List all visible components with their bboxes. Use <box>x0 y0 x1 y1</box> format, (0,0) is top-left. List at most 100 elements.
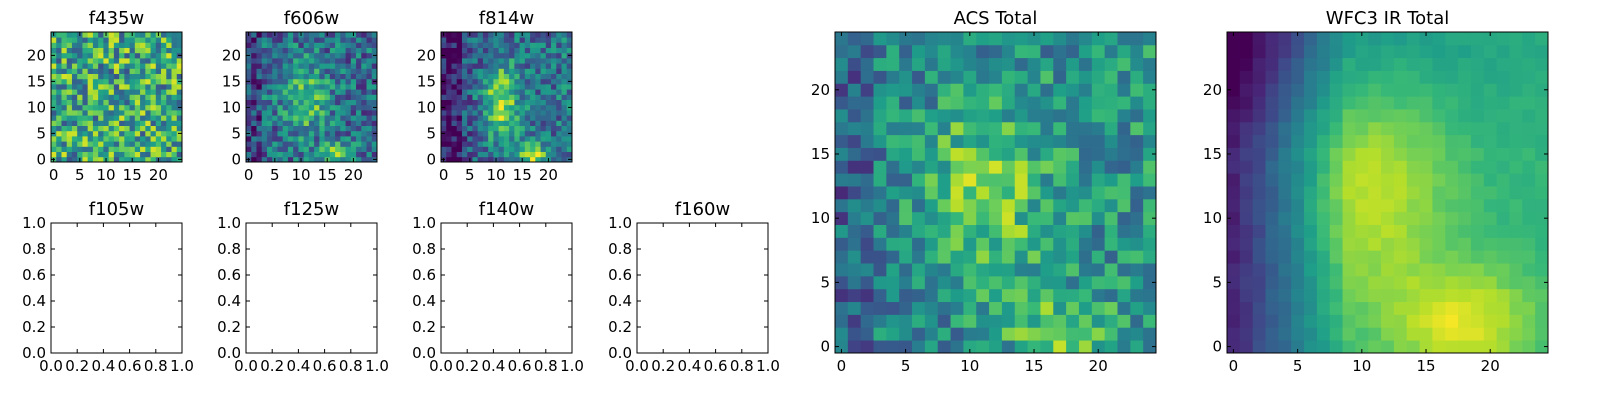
heatmap-cell <box>350 89 357 95</box>
heatmap-cell <box>98 141 104 147</box>
heatmap-cell <box>134 58 141 64</box>
heatmap-cell <box>1419 121 1433 136</box>
heatmap-cell <box>461 89 468 95</box>
heatmap-cell <box>451 120 458 126</box>
heatmap-cell <box>924 275 939 290</box>
heatmap-cell <box>82 99 89 106</box>
heatmap-cell <box>92 42 99 48</box>
heatmap-cell <box>519 110 526 116</box>
heatmap-cell <box>1522 96 1536 110</box>
heatmap-cell <box>530 104 536 111</box>
heatmap-cell <box>1483 44 1498 59</box>
heatmap-cell <box>124 47 130 54</box>
heatmap-cell <box>461 58 468 64</box>
heatmap-cell <box>847 327 862 341</box>
heatmap-cell <box>498 63 505 69</box>
heatmap-cell <box>1304 340 1318 354</box>
heatmap-cell <box>1040 134 1054 148</box>
heatmap-cell <box>461 68 468 74</box>
heatmap-cell <box>950 147 964 161</box>
x-tick-label: 0.0 <box>429 357 453 375</box>
heatmap-cell <box>1368 109 1382 123</box>
heatmap-cell <box>171 37 178 43</box>
heatmap-cell <box>145 89 151 95</box>
heatmap-cell <box>103 47 110 54</box>
heatmap-cell <box>1381 44 1395 59</box>
heatmap-cell <box>860 83 874 97</box>
heatmap-cell <box>556 63 562 69</box>
heatmap-cell <box>345 156 352 163</box>
heatmap-cell <box>82 151 89 158</box>
heatmap-cell <box>266 37 273 43</box>
heatmap-cell <box>1483 173 1498 187</box>
heatmap-cell <box>287 89 294 95</box>
y-tick-label: 0.6 <box>412 266 436 284</box>
heatmap-cell <box>493 68 500 74</box>
heatmap-cell <box>350 146 357 152</box>
heatmap-cell <box>1419 186 1433 200</box>
heatmap-cell <box>314 52 320 59</box>
heatmap-cell <box>530 42 536 48</box>
heatmap-cell <box>1393 173 1408 187</box>
heatmap-cell <box>847 173 862 187</box>
heatmap-cell <box>356 68 362 74</box>
heatmap-cell <box>92 89 99 95</box>
heatmap-cell <box>1143 340 1157 354</box>
heatmap-cell <box>1239 275 1254 290</box>
heatmap-cell <box>976 250 990 264</box>
heatmap-cell <box>1066 96 1080 110</box>
heatmap-cell <box>335 94 341 100</box>
heatmap-cell <box>1265 224 1279 238</box>
heatmap-cell <box>912 237 926 251</box>
heatmap-cell <box>319 156 325 163</box>
heatmap-cell <box>446 94 452 100</box>
heatmap-cell <box>71 99 78 106</box>
y-tick-label: 10 <box>417 98 436 116</box>
heatmap-cell <box>1355 147 1369 161</box>
heatmap-cell <box>535 125 541 132</box>
heatmap-cell <box>989 198 1003 213</box>
heatmap-cell <box>509 52 515 59</box>
heatmap-cell <box>266 73 273 80</box>
heatmap-cell <box>293 89 299 95</box>
heatmap-cell <box>1316 288 1331 303</box>
heatmap-cell <box>277 156 284 163</box>
heatmap-cell <box>108 52 115 59</box>
heatmap-cell <box>287 37 294 43</box>
heatmap-cell <box>976 121 990 136</box>
heatmap-cell <box>335 89 341 95</box>
heatmap-cell <box>66 110 73 116</box>
heatmap-cell <box>66 130 73 137</box>
heatmap-cell <box>87 89 94 95</box>
heatmap-cell <box>1130 32 1144 46</box>
y-tick-label: 0.8 <box>22 240 46 258</box>
heatmap-cell <box>477 146 484 152</box>
heatmap-cell <box>1509 275 1523 290</box>
heatmap-cell <box>277 130 284 137</box>
heatmap-cell <box>140 156 146 163</box>
heatmap-cell <box>1091 340 1106 354</box>
heatmap-cell <box>134 156 141 163</box>
heatmap-cell <box>963 44 977 59</box>
heatmap-cell <box>503 94 510 100</box>
heatmap-cell <box>350 47 357 54</box>
heatmap-cell <box>1522 109 1536 123</box>
heatmap-cell <box>451 94 458 100</box>
heatmap-cell <box>1393 198 1408 213</box>
heatmap-cell <box>456 94 463 100</box>
heatmap-cell <box>1419 109 1433 123</box>
x-tick-label: 1.0 <box>365 357 389 375</box>
heatmap-cell <box>266 94 273 100</box>
heatmap-cell <box>1342 121 1356 136</box>
heatmap-cell <box>1470 44 1485 59</box>
heatmap-cell <box>329 52 336 59</box>
heatmap-cell <box>77 110 83 116</box>
heatmap-cell <box>451 104 458 111</box>
heatmap-cell <box>1053 250 1067 264</box>
heatmap-cell <box>503 104 510 111</box>
heatmap-cell <box>51 110 57 116</box>
heatmap-cell <box>873 160 887 174</box>
heatmap-cell <box>1143 211 1157 225</box>
heatmap-cell <box>298 37 305 43</box>
heatmap-cell <box>350 73 357 80</box>
